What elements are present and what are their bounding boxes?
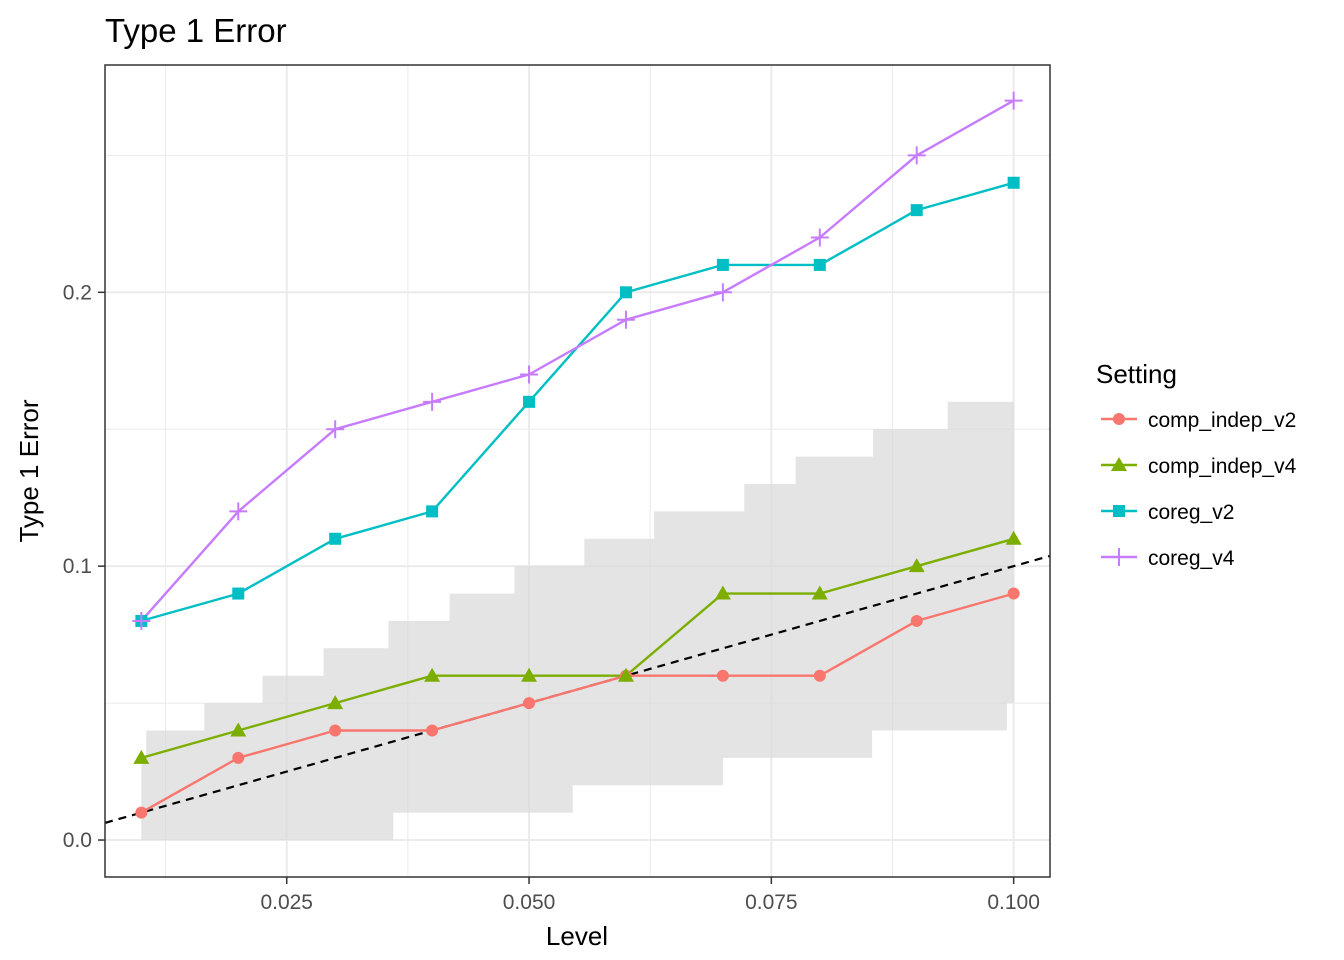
legend-key-marker (1113, 413, 1125, 425)
data-point-comp_indep_v2 (232, 751, 245, 764)
legend-label: coreg_v2 (1148, 501, 1234, 524)
x-tick-label: 0.050 (503, 891, 556, 914)
data-point-coreg_v4 (1004, 91, 1023, 110)
data-point-comp_indep_v4 (617, 667, 634, 682)
data-point-coreg_v4 (713, 283, 732, 302)
legend-title: Setting (1096, 359, 1177, 389)
data-point-coreg_v4 (423, 392, 442, 411)
data-point-comp_indep_v4 (424, 667, 441, 682)
series-line-coreg_v4 (140, 99, 1015, 622)
y-axis: 0.0 0.1 0.2 (63, 281, 105, 852)
data-point-coreg_v2 (716, 258, 729, 271)
data-point-coreg_v2 (523, 395, 536, 408)
series-line-comp_indep_v2 (140, 592, 1015, 814)
data-point-coreg_v4 (229, 502, 248, 521)
legend-key-marker (1110, 548, 1128, 566)
data-point-comp_indep_v2 (523, 697, 536, 710)
legend: Setting comp_indep_v2 comp_indep_v4 coreg_… (1096, 359, 1297, 570)
series-points (132, 91, 1023, 819)
legend-label: coreg_v4 (1148, 547, 1235, 570)
data-point-coreg_v4 (810, 228, 829, 247)
y-tick-label: 0.2 (63, 281, 92, 304)
legend-item-comp_indep_v4: comp_indep_v4 (1101, 455, 1297, 478)
data-point-coreg_v2 (813, 258, 826, 271)
data-point-comp_indep_v2 (1007, 587, 1020, 600)
x-tick-label: 0.025 (260, 891, 313, 914)
data-point-comp_indep_v2 (910, 614, 923, 627)
data-point-coreg_v2 (232, 587, 245, 600)
data-point-comp_indep_v4 (230, 722, 247, 737)
data-point-comp_indep_v4 (133, 749, 150, 764)
y-tick-label: 0.1 (63, 555, 92, 578)
legend-item-comp_indep_v2: comp_indep_v2 (1101, 409, 1296, 432)
data-point-comp_indep_v4 (811, 585, 828, 600)
series-line-comp_indep_v4 (140, 537, 1015, 760)
legend-label: comp_indep_v4 (1148, 455, 1297, 478)
series-lines (140, 99, 1015, 814)
data-point-comp_indep_v2 (813, 669, 826, 682)
data-point-coreg_v2 (426, 505, 439, 518)
legend-item-coreg_v2: coreg_v2 (1101, 501, 1234, 524)
legend-label: comp_indep_v2 (1148, 409, 1296, 432)
data-point-coreg_v4 (520, 365, 539, 384)
data-point-coreg_v2 (619, 286, 632, 299)
data-point-comp_indep_v2 (135, 806, 148, 819)
data-point-coreg_v2 (910, 204, 923, 217)
x-tick-label: 0.075 (745, 891, 798, 914)
data-point-coreg_v4 (907, 146, 926, 165)
data-point-comp_indep_v4 (521, 667, 538, 682)
data-point-coreg_v4 (132, 611, 151, 630)
data-point-coreg_v4 (616, 310, 635, 329)
data-point-coreg_v2 (329, 532, 342, 545)
data-point-coreg_v2 (1007, 176, 1020, 189)
x-axis-title: Level (546, 921, 608, 951)
plot-border (104, 64, 1051, 878)
x-tick-label: 0.100 (987, 891, 1040, 914)
data-point-comp_indep_v2 (426, 724, 439, 737)
data-point-comp_indep_v4 (1005, 530, 1022, 545)
data-point-comp_indep_v2 (329, 724, 342, 737)
x-axis: 0.025 0.050 0.075 0.100 (260, 877, 1040, 914)
data-point-coreg_v4 (326, 420, 345, 439)
y-axis-title: Type 1 Error (14, 399, 44, 542)
legend-item-coreg_v4: coreg_v4 (1101, 547, 1235, 570)
data-point-comp_indep_v2 (716, 669, 729, 682)
data-point-comp_indep_v4 (327, 695, 344, 710)
data-point-comp_indep_v4 (908, 558, 925, 573)
legend-key-marker (1113, 505, 1125, 517)
chart-title: Type 1 Error (105, 12, 287, 49)
y-tick-label: 0.0 (63, 829, 92, 852)
plot-panel (104, 64, 1051, 878)
data-point-comp_indep_v4 (714, 585, 731, 600)
legend-key-marker (1111, 457, 1127, 471)
